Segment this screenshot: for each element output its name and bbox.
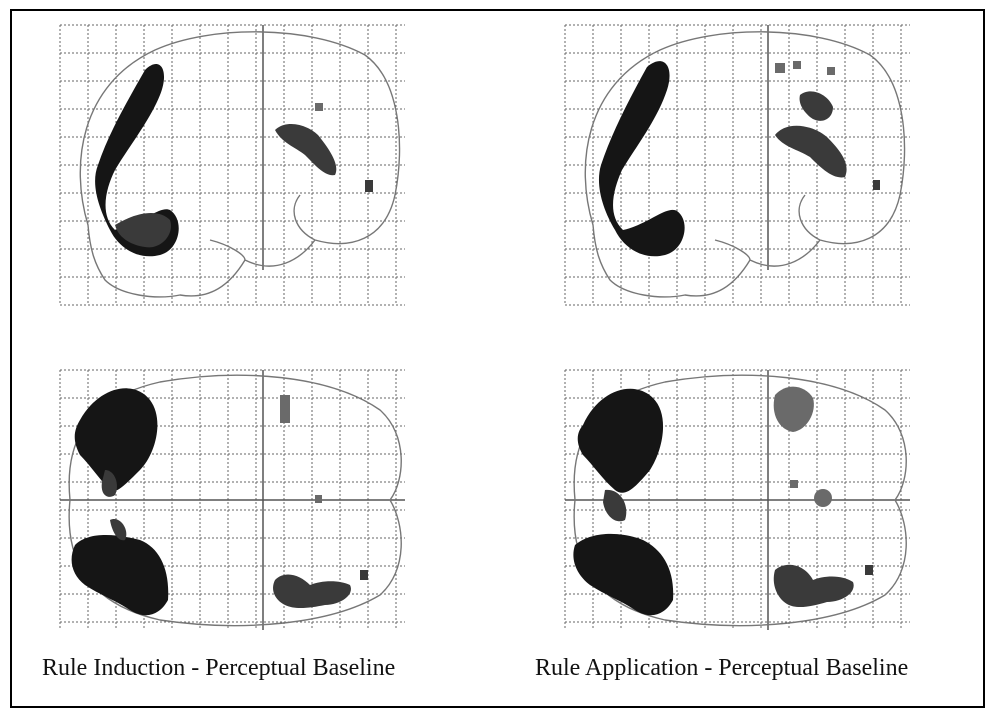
- axial-brain-map-application: [564, 369, 910, 630]
- activation-blobs: [71, 388, 368, 616]
- activation-blobs: [598, 61, 880, 257]
- brain-outline: [584, 31, 906, 298]
- sagittal-brain-map-application: [564, 24, 910, 306]
- brain-outline: [68, 374, 402, 627]
- brain-outline: [79, 31, 401, 298]
- caption-rule-induction: Rule Induction - Perceptual Baseline: [42, 655, 396, 681]
- activation-blobs: [95, 64, 373, 257]
- caption-rule-application: Rule Application - Perceptual Baseline: [535, 655, 909, 681]
- axial-brain-map-induction: [59, 369, 405, 630]
- brain-outline: [573, 374, 907, 627]
- activation-blobs: [573, 386, 873, 616]
- sagittal-brain-map-induction: [59, 24, 405, 306]
